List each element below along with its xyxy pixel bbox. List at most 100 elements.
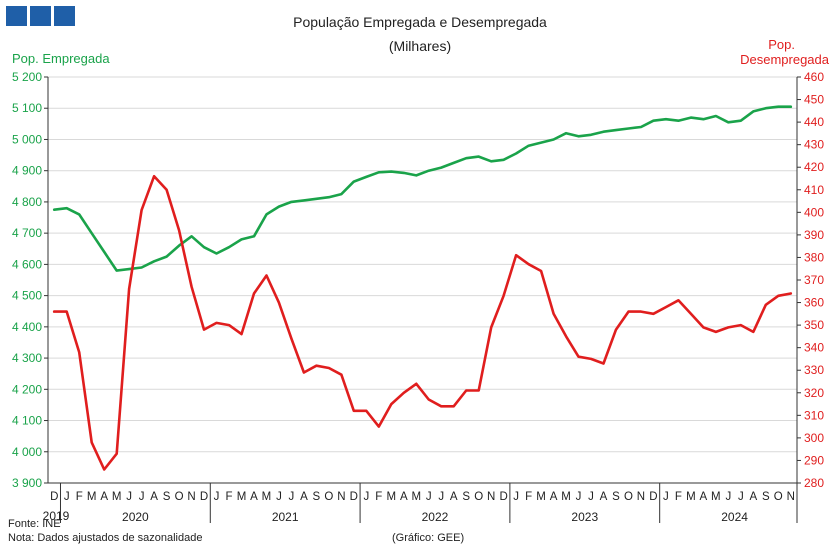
data-point-unemployed [90, 441, 93, 444]
month-label: D [50, 491, 58, 503]
data-point-employed [53, 208, 56, 211]
month-label: J [588, 491, 594, 503]
right-tick-label: 360 [804, 296, 824, 310]
axes [44, 76, 801, 523]
month-label: D [499, 491, 507, 503]
data-point-employed [215, 252, 218, 255]
right-tick-label: 330 [804, 363, 824, 377]
month-label: F [225, 491, 232, 503]
month-label: M [112, 491, 122, 503]
data-point-unemployed [502, 294, 505, 297]
data-point-unemployed [78, 351, 81, 353]
year-label: 2019 [43, 509, 70, 523]
data-point-employed [165, 255, 168, 258]
year-label: 2021 [272, 510, 299, 524]
month-label: A [400, 491, 408, 503]
chart-title: População Empregada e Desempregada [293, 14, 547, 30]
month-label: F [76, 491, 83, 503]
month-label: A [450, 491, 458, 503]
data-point-employed [452, 162, 455, 164]
data-point-unemployed [178, 229, 180, 232]
data-point-unemployed [740, 324, 742, 326]
data-point-employed [752, 110, 755, 113]
data-point-unemployed [165, 188, 168, 191]
data-point-employed [128, 268, 130, 270]
data-point-employed [465, 157, 467, 159]
seasonal-note: Nota: Dados ajustados de sazonalidade [8, 532, 202, 544]
data-point-employed [740, 119, 742, 122]
data-point-unemployed [490, 326, 492, 329]
logo-block [30, 6, 51, 26]
data-point-unemployed [715, 331, 717, 333]
data-point-employed [502, 158, 505, 161]
data-point-employed [552, 138, 555, 141]
left-tick-label: 4 500 [12, 289, 42, 303]
month-label: S [163, 491, 171, 503]
data-point-employed [178, 244, 180, 247]
data-point-employed [777, 105, 780, 108]
data-point-unemployed [640, 310, 642, 313]
month-label: N [787, 491, 795, 503]
month-label: M [237, 491, 247, 503]
gridlines [48, 76, 797, 453]
left-tick-label: 4 800 [12, 195, 42, 209]
data-point-employed [727, 121, 730, 124]
data-point-unemployed [527, 263, 530, 266]
series-line-employed [52, 105, 793, 272]
left-tick-label: 4 700 [12, 226, 42, 240]
month-label: J [64, 491, 70, 503]
data-point-employed [665, 118, 667, 120]
data-point-unemployed [278, 301, 280, 304]
chart-subtitle: (Milhares) [389, 38, 451, 54]
data-point-unemployed [602, 362, 605, 365]
data-point-unemployed [290, 337, 293, 340]
data-point-employed [590, 133, 592, 136]
data-point-employed [577, 135, 580, 138]
right-axis-label-line2: Desempregada [740, 52, 830, 67]
month-label: F [525, 491, 532, 503]
month-label: A [700, 491, 708, 503]
data-point-employed [203, 246, 205, 249]
year-label: 2023 [571, 510, 598, 524]
left-axis-label: Pop. Empregada [12, 51, 110, 66]
right-tick-label: 450 [804, 93, 824, 107]
data-point-unemployed [677, 299, 680, 302]
month-label: N [637, 491, 645, 503]
month-label: A [250, 491, 258, 503]
data-point-employed [328, 196, 330, 199]
data-point-unemployed [365, 410, 368, 412]
left-tick-label: 4 100 [12, 414, 42, 428]
data-point-employed [415, 174, 418, 177]
data-point-unemployed [328, 367, 330, 369]
data-point-employed [602, 130, 605, 133]
right-tick-label: 420 [804, 160, 824, 174]
month-label: J [738, 491, 744, 503]
data-point-unemployed [627, 310, 630, 313]
month-label: D [200, 491, 208, 503]
data-point-employed [715, 115, 717, 117]
data-point-unemployed [203, 328, 205, 331]
data-point-employed [65, 207, 68, 209]
data-point-unemployed [789, 292, 792, 295]
data-point-employed [652, 119, 655, 122]
data-point-employed [340, 193, 343, 195]
month-label: M [87, 491, 97, 503]
data-point-employed [515, 152, 517, 155]
data-point-employed [153, 260, 155, 263]
month-label: A [150, 491, 158, 503]
data-point-unemployed [240, 333, 243, 335]
data-point-employed [140, 266, 143, 269]
data-point-employed [378, 171, 380, 174]
data-point-unemployed [764, 304, 767, 306]
right-tick-label: 290 [804, 453, 824, 467]
month-label: J [126, 491, 132, 503]
month-label: J [426, 491, 432, 503]
month-label: A [300, 491, 308, 503]
month-label: O [175, 491, 184, 503]
right-tick-label: 340 [804, 341, 824, 355]
right-tick-label: 380 [804, 250, 824, 264]
tick-labels: 3 900 4 000 4 100 4 200 4 300 4 400 4 500 4 600… [12, 70, 824, 524]
right-tick-label: 370 [804, 273, 824, 287]
data-point-unemployed [777, 294, 780, 297]
